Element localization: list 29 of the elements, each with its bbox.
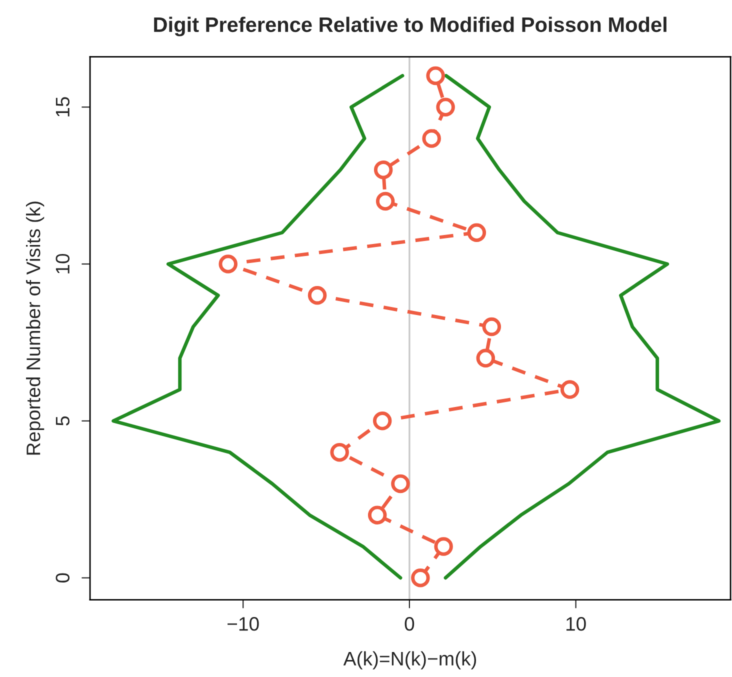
line-series [444,74,721,580]
point [434,537,453,556]
point [436,98,455,116]
y-tick-label: 10 [56,254,70,274]
point [218,254,238,274]
point [426,66,445,86]
point [376,192,395,211]
y-tick-label: 0 [56,573,70,582]
y-tick-label: 15 [56,97,70,116]
point [374,160,393,180]
point [467,223,486,242]
x-tick-label: 10 [566,617,586,631]
point [482,317,502,336]
point [476,348,496,368]
point [330,442,349,462]
point [560,380,580,399]
point [411,568,430,588]
chart-title: Digit Preference Relative to Modified Poisson Model [154,16,666,36]
x-tick-label: 0 [404,617,414,631]
y-axis-title: Reported Number of Visits (k) [26,202,44,455]
point [308,286,327,305]
point [391,474,410,494]
y-tick-label: 5 [56,416,70,426]
line-series [112,74,404,580]
point [422,129,441,148]
x-tick-label: −10 [228,617,259,631]
point [372,412,392,430]
x-axis-title: A(k)=N(k)−m(k) [343,651,476,670]
point [368,506,387,524]
